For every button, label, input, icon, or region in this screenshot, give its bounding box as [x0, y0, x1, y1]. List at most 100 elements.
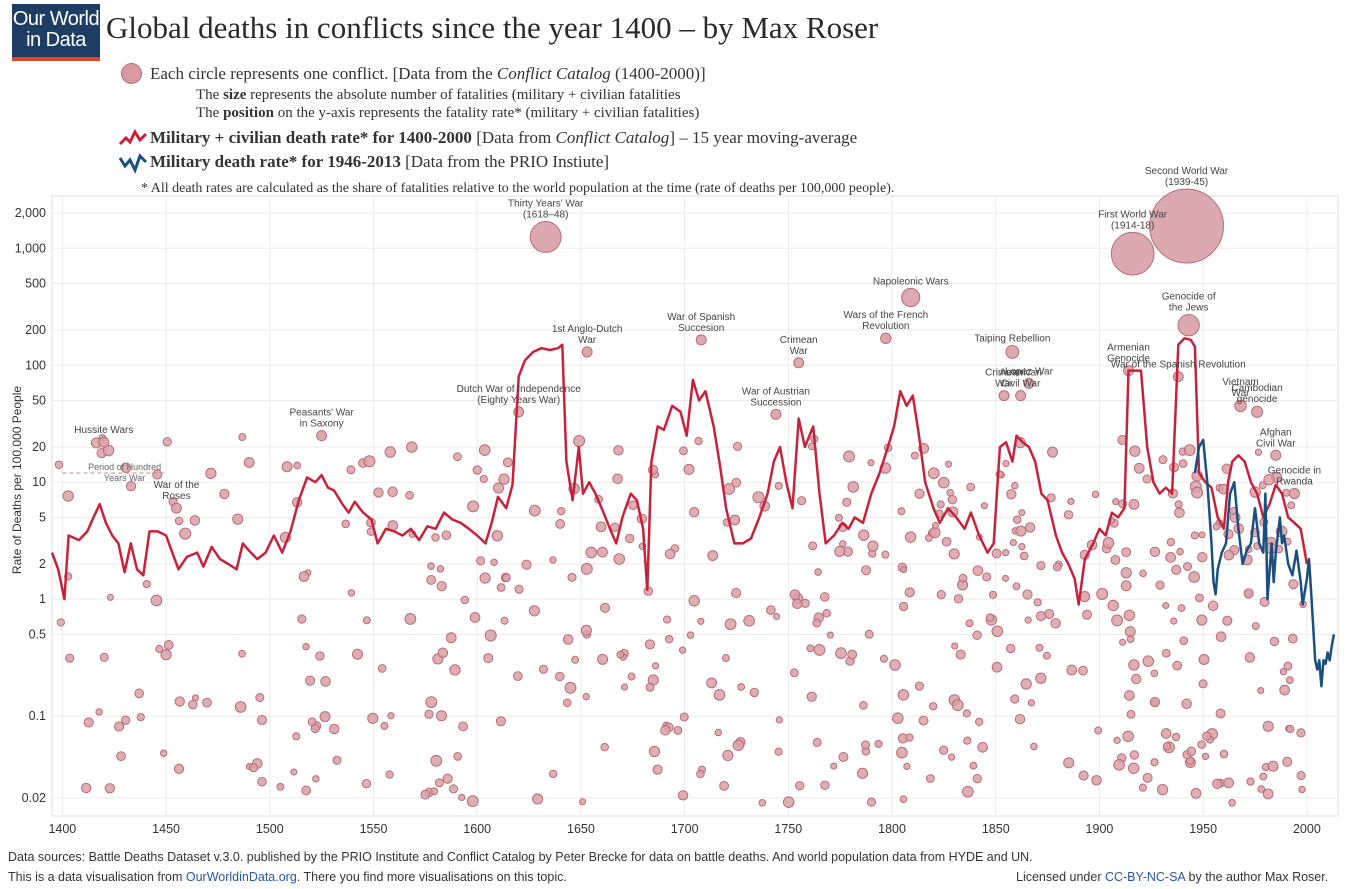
- conflict-bubble: [1296, 728, 1306, 738]
- conflict-bubble: [1285, 725, 1293, 733]
- conflict-bubble: [679, 446, 688, 456]
- conflict-bubble: [834, 513, 843, 522]
- conflict-bubble: [975, 717, 984, 727]
- conflict-bubble: [1299, 600, 1307, 609]
- conflict-bubble: [1215, 483, 1224, 492]
- conflict-bubble: [62, 490, 74, 502]
- conflict-bubble: [1269, 636, 1280, 647]
- conflict-bubble: [918, 715, 929, 726]
- conflict-bubble: [1196, 614, 1208, 626]
- conflict-label: Peasants' War: [289, 408, 354, 419]
- conflict-bubble: [652, 764, 663, 775]
- conflict-bubble: [793, 357, 805, 369]
- footer-lic-post: by the author Max Roser.: [1185, 870, 1329, 884]
- owid-link[interactable]: OurWorldinData.org: [185, 870, 297, 884]
- conflict-bubble: [752, 491, 765, 504]
- conflict-bubble: [696, 769, 705, 779]
- conflict-bubble: [498, 473, 510, 485]
- conflict-bubble: [1296, 771, 1306, 781]
- red-line-legend-icon: [118, 128, 148, 146]
- conflict-bubble: [458, 721, 469, 732]
- conflict-bubble: [936, 500, 945, 509]
- legend-circle-em: Conflict Catalog: [496, 64, 611, 83]
- conflict-bubble: [859, 701, 868, 710]
- conflict-bubble: [1054, 560, 1063, 569]
- conflict-bubble: [116, 751, 126, 762]
- conflict-bubble: [1123, 365, 1135, 377]
- conflict-bubble: [1050, 618, 1061, 629]
- conflict-bubble: [985, 613, 995, 622]
- conflict-label: Armenian: [1107, 343, 1150, 354]
- conflict-bubble: [234, 701, 247, 713]
- conflict-bubble: [448, 784, 459, 794]
- conflict-bubble: [1113, 758, 1125, 771]
- conflict-bubble: [819, 592, 830, 602]
- conflict-bubble: [243, 457, 255, 468]
- conflict-label: Genocide of: [1162, 292, 1216, 303]
- conflict-bubble: [839, 540, 847, 548]
- conflict-label: Hussite Wars: [74, 425, 133, 436]
- conflict-bubble: [1131, 673, 1142, 685]
- y-tick-label: 2,000: [15, 206, 46, 220]
- conflict-label: Rwanda: [1276, 477, 1313, 488]
- conflict-bubble: [1102, 537, 1115, 549]
- conflict-bubble: [719, 780, 730, 791]
- conflict-bubble: [512, 671, 523, 682]
- conflict-bubble: [436, 710, 448, 722]
- conflict-bubble: [1124, 626, 1136, 638]
- legend-pos-post: on the y-axis represents the fatality ra…: [273, 105, 700, 121]
- conflict-bubble: [874, 739, 883, 748]
- conflict-bubble: [962, 785, 974, 798]
- owid-logo[interactable]: Our World in Data: [12, 4, 100, 61]
- conflict-bubble: [159, 749, 168, 757]
- conflict-bubble: [98, 434, 107, 443]
- conflict-bubble: [774, 481, 783, 490]
- conflict-bubble: [387, 520, 399, 531]
- conflict-bubble: [1086, 539, 1098, 551]
- conflict-bubble: [896, 746, 908, 759]
- conflict-bubble: [581, 346, 593, 358]
- conflict-bubble: [404, 613, 417, 625]
- conflict-bubble: [936, 590, 946, 600]
- conflict-bubble: [362, 616, 371, 625]
- conflict-bubble: [810, 434, 819, 444]
- legend-circle-a: Each circle represents one conflict. [Da…: [150, 64, 497, 83]
- conflict-bubble: [1018, 543, 1026, 551]
- conflict-bubble: [1244, 545, 1253, 553]
- footer-viz: This is a data visualisation from OurWor…: [8, 870, 567, 884]
- x-tick-label: 1950: [1189, 822, 1217, 836]
- conflict-bubble: [301, 785, 312, 796]
- conflict-bubble: [662, 615, 672, 624]
- conflict-bubble: [479, 474, 488, 484]
- conflict-bubble: [729, 514, 741, 526]
- conflict-bubble: [496, 583, 506, 592]
- conflict-bubble: [1120, 580, 1132, 592]
- conflict-bubble: [1206, 728, 1218, 741]
- conflict-bubble: [953, 594, 964, 604]
- conflict-label: War: [1232, 388, 1251, 399]
- conflict-bubble: [972, 630, 982, 641]
- conflict-bubble: [899, 795, 908, 804]
- conflict-bubble: [991, 548, 1002, 559]
- conflict-bubble: [1179, 636, 1189, 646]
- license-link[interactable]: CC-BY-NC-SA: [1104, 870, 1186, 884]
- conflict-bubble: [789, 668, 799, 678]
- conflict-bubble: [897, 562, 908, 573]
- conflict-bubble: [931, 521, 940, 530]
- conflict-bubble: [1274, 544, 1284, 554]
- conflict-bubble: [594, 494, 604, 504]
- conflict-bubble: [812, 618, 822, 628]
- conflict-bubble: [643, 586, 654, 596]
- conflict-bubble: [424, 787, 434, 797]
- y-tick-label: 1,000: [15, 241, 46, 255]
- conflict-bubble: [366, 517, 376, 528]
- conflict-bubble: [484, 629, 497, 642]
- x-tick-label: 2000: [1293, 822, 1321, 836]
- conflict-bubble: [238, 649, 246, 658]
- conflict-bubble: [1109, 518, 1119, 528]
- conflict-bubble: [806, 691, 817, 702]
- conflict-bubble: [1216, 778, 1226, 788]
- conflict-bubble: [319, 711, 331, 723]
- x-tick-label: 1850: [982, 822, 1010, 836]
- conflict-bubbles: [54, 188, 1307, 808]
